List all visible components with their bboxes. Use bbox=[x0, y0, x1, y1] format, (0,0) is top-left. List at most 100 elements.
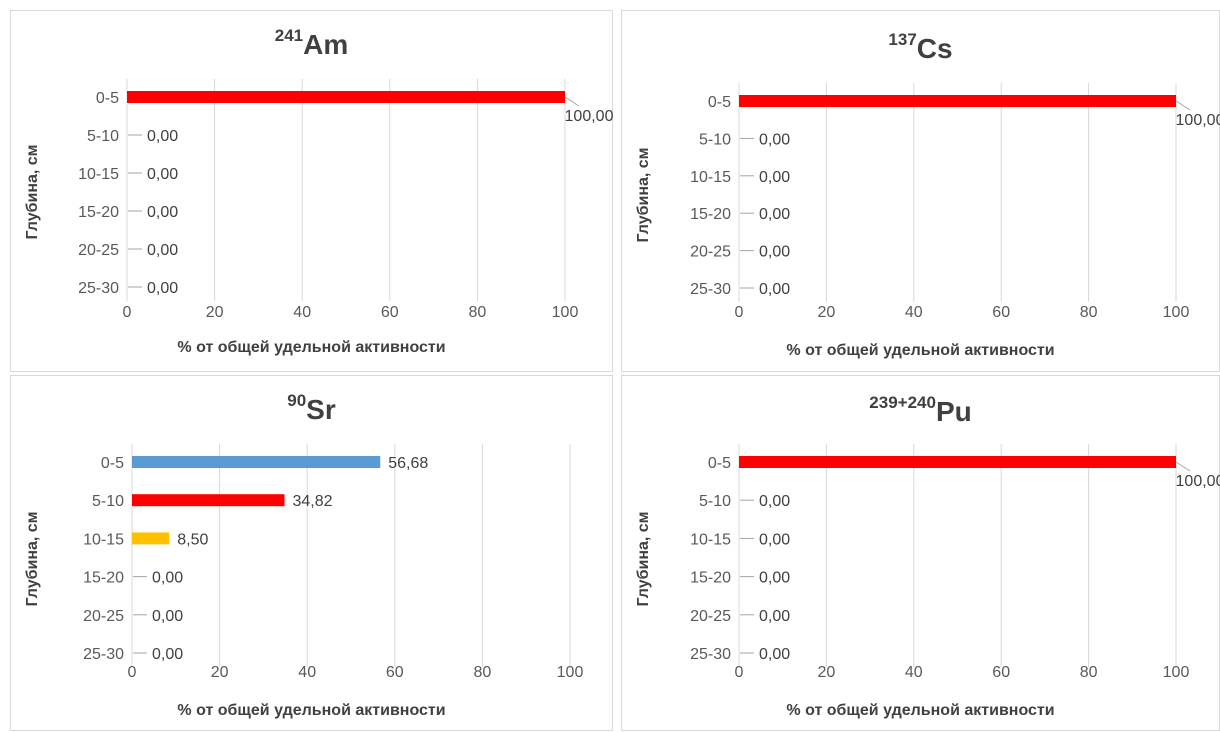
y-tick-label: 10-15 bbox=[690, 169, 731, 186]
bar-plot: 0 20 40 60 80 100 0-5 100,00 5-10 0,00 10-15 0,00 15… bbox=[690, 83, 1220, 321]
chart-panel-cs: 137Cs Глубина, см % от общей удельной ак… bbox=[621, 10, 1220, 372]
data-label: 0,00 bbox=[759, 570, 790, 587]
y-tick-label: 20-25 bbox=[690, 608, 731, 625]
y-tick-label: 15-20 bbox=[83, 570, 124, 587]
data-label: 0,00 bbox=[759, 531, 790, 548]
data-label: 0,00 bbox=[147, 128, 178, 145]
y-tick-label: 15-20 bbox=[78, 204, 119, 221]
title-superscript: 241 bbox=[274, 26, 304, 45]
chart-title: 239+240Pu bbox=[622, 393, 1219, 428]
leader-line bbox=[1175, 100, 1191, 111]
y-tick-label: 25-30 bbox=[78, 280, 119, 297]
x-tick-label: 80 bbox=[1080, 304, 1098, 321]
y-tick-label: 0-5 bbox=[708, 455, 731, 472]
bar bbox=[132, 456, 381, 468]
y-tick-label: 5-10 bbox=[699, 131, 731, 148]
data-label: 56,68 bbox=[388, 455, 428, 472]
x-tick-label: 80 bbox=[469, 304, 487, 321]
y-tick-label: 10-15 bbox=[690, 531, 731, 548]
y-tick-label: 20-25 bbox=[78, 242, 119, 259]
data-label: 0,00 bbox=[152, 646, 183, 663]
data-label: 8,50 bbox=[177, 531, 208, 548]
leader-line bbox=[564, 96, 580, 107]
chart-panel-sr: 90Sr Глубина, см % от общей удельной акт… bbox=[10, 375, 613, 731]
data-label: 0,00 bbox=[759, 131, 790, 148]
x-tick-label: 60 bbox=[381, 304, 399, 321]
bar bbox=[739, 95, 1176, 107]
data-label: 0,00 bbox=[759, 608, 790, 625]
data-label: 100,00 bbox=[1176, 473, 1220, 490]
title-superscript: 239+240 bbox=[869, 393, 936, 412]
y-tick-label: 0-5 bbox=[96, 90, 119, 107]
x-tick-label: 0 bbox=[128, 664, 137, 681]
data-label: 0,00 bbox=[759, 169, 790, 186]
y-tick-label: 0-5 bbox=[101, 455, 124, 472]
x-tick-label: 100 bbox=[1163, 664, 1190, 681]
bar-plot: 0 20 40 60 80 100 0-5 56,68 5-10 34,82 10-15 8,50 15… bbox=[83, 444, 584, 681]
x-tick-label: 40 bbox=[298, 664, 316, 681]
bar bbox=[127, 91, 565, 103]
x-tick-label: 0 bbox=[123, 304, 132, 321]
data-label: 0,00 bbox=[147, 280, 178, 297]
x-tick-label: 40 bbox=[905, 304, 923, 321]
x-tick-label: 20 bbox=[818, 664, 836, 681]
data-label: 0,00 bbox=[759, 646, 790, 663]
chart-panel-pu: 239+240Pu Глубина, см % от общей удельно… bbox=[621, 375, 1220, 731]
x-axis-label: % от общей удельной активности bbox=[786, 342, 1055, 359]
y-tick-label: 0-5 bbox=[708, 94, 731, 111]
x-tick-label: 60 bbox=[992, 304, 1010, 321]
x-tick-label: 20 bbox=[211, 664, 229, 681]
x-tick-label: 100 bbox=[552, 304, 579, 321]
data-label: 0,00 bbox=[759, 206, 790, 223]
data-label: 0,00 bbox=[147, 242, 178, 259]
data-label: 0,00 bbox=[147, 204, 178, 221]
y-tick-label: 5-10 bbox=[699, 493, 731, 510]
chart-title: 241Am bbox=[11, 26, 612, 61]
x-tick-label: 40 bbox=[905, 664, 923, 681]
data-label: 0,00 bbox=[759, 244, 790, 261]
x-axis-label: % от общей удельной активности bbox=[177, 339, 446, 356]
bar-plot: 0 20 40 60 80 100 0-5 100,00 5-10 0,00 10-15 0,00 15… bbox=[78, 79, 614, 321]
y-tick-label: 10-15 bbox=[78, 166, 119, 183]
title-main: Am bbox=[303, 29, 349, 60]
y-tick-label: 5-10 bbox=[92, 493, 124, 510]
y-tick-label: 15-20 bbox=[690, 206, 731, 223]
data-label: 0,00 bbox=[759, 281, 790, 298]
bar-plot: 0 20 40 60 80 100 0-5 100,00 5-10 0,00 10-15 0,00 15… bbox=[690, 444, 1220, 681]
title-superscript: 137 bbox=[888, 30, 917, 49]
x-tick-label: 40 bbox=[293, 304, 311, 321]
y-tick-label: 25-30 bbox=[690, 646, 731, 663]
y-tick-label: 15-20 bbox=[690, 570, 731, 587]
chart-title: 90Sr bbox=[11, 391, 612, 426]
leader-line bbox=[1175, 461, 1191, 472]
x-tick-label: 100 bbox=[1163, 304, 1190, 321]
y-tick-label: 25-30 bbox=[690, 281, 731, 298]
bar bbox=[739, 456, 1176, 468]
chart-panel-am: 241Am Глубина, см % от общей удельной ак… bbox=[10, 10, 614, 372]
x-tick-label: 100 bbox=[557, 664, 584, 681]
data-label: 100,00 bbox=[565, 108, 614, 125]
chart-title: 137Cs bbox=[622, 30, 1219, 65]
x-tick-label: 80 bbox=[1080, 664, 1098, 681]
y-tick-label: 20-25 bbox=[690, 244, 731, 261]
x-axis-label: % от общей удельной активности bbox=[786, 702, 1055, 719]
x-tick-label: 20 bbox=[206, 304, 224, 321]
x-tick-label: 80 bbox=[474, 664, 492, 681]
x-tick-label: 60 bbox=[386, 664, 404, 681]
data-label: 34,82 bbox=[293, 493, 333, 510]
data-label: 0,00 bbox=[152, 570, 183, 587]
x-tick-label: 20 bbox=[818, 304, 836, 321]
data-label: 0,00 bbox=[147, 166, 178, 183]
bar bbox=[132, 494, 285, 507]
data-label: 100,00 bbox=[1176, 112, 1220, 129]
x-tick-label: 60 bbox=[992, 664, 1010, 681]
y-tick-label: 20-25 bbox=[83, 608, 124, 625]
data-label: 0,00 bbox=[152, 608, 183, 625]
y-tick-label: 25-30 bbox=[83, 646, 124, 663]
title-main: Cs bbox=[916, 33, 953, 64]
x-tick-label: 0 bbox=[735, 664, 744, 681]
x-axis-label: % от общей удельной активности bbox=[177, 702, 446, 719]
title-superscript: 90 bbox=[287, 391, 307, 410]
bar bbox=[132, 532, 170, 545]
y-tick-label: 10-15 bbox=[83, 531, 124, 548]
